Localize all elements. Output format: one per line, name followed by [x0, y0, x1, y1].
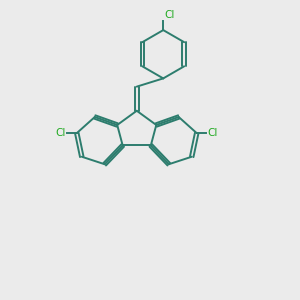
Text: Cl: Cl — [208, 128, 218, 138]
Text: Cl: Cl — [165, 10, 175, 20]
Text: Cl: Cl — [56, 128, 66, 138]
